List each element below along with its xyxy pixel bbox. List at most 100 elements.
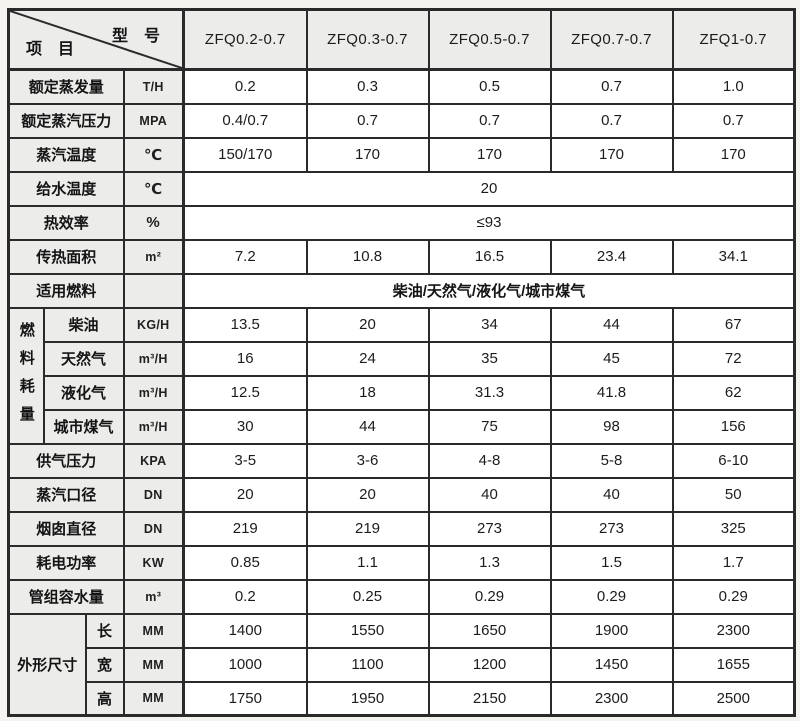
value-cell: 0.2 [182, 578, 308, 615]
value-cell: 1400 [182, 612, 308, 649]
dim-name: 高 [84, 680, 125, 717]
value-cell: 0.7 [549, 68, 674, 105]
value-cell: 1655 [671, 646, 796, 683]
value-cell: 44 [305, 408, 430, 445]
row-unit [122, 272, 185, 309]
row-unit: MM [122, 612, 185, 649]
corner-item-label: 项 目 [26, 41, 75, 58]
row-label: 额定蒸汽压力 [7, 102, 125, 139]
value-cell: 3-5 [182, 442, 308, 479]
spec-row: 蒸汽口径 DN 20 20 40 40 50 [7, 476, 796, 513]
value-cell: 5-8 [549, 442, 674, 479]
value-cell: 273 [427, 510, 552, 547]
spec-row: 供气压力 KPA 3-5 3-6 4-8 5-8 6-10 [7, 442, 796, 479]
value-cell: 1900 [549, 612, 674, 649]
merged-value-cell: 20 [182, 170, 796, 207]
spec-row: 热效率 % ≤93 [7, 204, 796, 241]
row-label: 烟囱直径 [7, 510, 125, 547]
row-unit: MM [122, 680, 185, 717]
spec-row: 天然气 m³/H 16 24 35 45 72 [9, 340, 796, 377]
spec-row: 宽 MM 1000 1100 1200 1450 1655 [9, 646, 796, 683]
row-label: 管组容水量 [7, 578, 125, 615]
value-cell: 40 [427, 476, 552, 513]
value-cell: 0.29 [671, 578, 796, 615]
spec-row: 外形尺寸 长 MM 1400 1550 1650 1900 2300 [7, 612, 796, 717]
value-cell: 45 [549, 340, 674, 377]
value-cell: 1100 [305, 646, 430, 683]
value-cell: 219 [305, 510, 430, 547]
row-unit: m³/H [122, 374, 185, 411]
row-label: 适用燃料 [7, 272, 125, 309]
value-cell: 40 [549, 476, 674, 513]
value-cell: 3-6 [305, 442, 430, 479]
row-unit: KW [122, 544, 185, 581]
spec-row: 液化气 m³/H 12.5 18 31.3 41.8 62 [9, 374, 796, 411]
spec-row: 额定蒸汽压力 MPA 0.4/0.7 0.7 0.7 0.7 0.7 [7, 102, 796, 139]
fuel-name: 城市煤气 [42, 408, 125, 445]
value-cell: 20 [182, 476, 308, 513]
value-cell: 1.1 [305, 544, 430, 581]
row-unit: KPA [122, 442, 185, 479]
spec-row: 给水温度 ℃ 20 [7, 170, 796, 207]
value-cell: 1450 [549, 646, 674, 683]
value-cell: 23.4 [549, 238, 674, 275]
row-unit: % [122, 204, 185, 241]
value-cell: 20 [305, 476, 430, 513]
corner-model-label: 型 号 [111, 28, 160, 45]
value-cell: 0.85 [182, 544, 308, 581]
value-cell: 24 [305, 340, 430, 377]
value-cell: 156 [671, 408, 796, 445]
value-cell: 0.7 [671, 102, 796, 139]
spec-row: 适用燃料 柴油/天然气/液化气/城市煤气 [7, 272, 796, 309]
header-row: 型 号 项 目 ZFQ0.2-0.7 ZFQ0.3-0.7 ZFQ0.5-0.7… [7, 8, 796, 71]
diagonal-divider-line [10, 11, 182, 68]
spec-row: 耗电功率 KW 0.85 1.1 1.3 1.5 1.7 [7, 544, 796, 581]
value-cell: 0.29 [427, 578, 552, 615]
value-cell: 0.7 [427, 102, 552, 139]
row-unit: m³/H [122, 408, 185, 445]
value-cell: 35 [427, 340, 552, 377]
model-header: ZFQ0.7-0.7 [549, 8, 674, 71]
row-label: 耗电功率 [7, 544, 125, 581]
fuel-name: 柴油 [42, 306, 125, 343]
value-cell: 41.8 [549, 374, 674, 411]
dim-name: 宽 [84, 646, 125, 683]
row-unit: MM [122, 646, 185, 683]
corner-cell: 型 号 项 目 [7, 8, 185, 71]
value-cell: 18 [305, 374, 430, 411]
value-cell: 16 [182, 340, 308, 377]
value-cell: 0.5 [427, 68, 552, 105]
fuel-name: 液化气 [42, 374, 125, 411]
row-unit: DN [122, 476, 185, 513]
value-cell: 1750 [182, 680, 308, 717]
row-unit: KG/H [122, 306, 185, 343]
value-cell: 2300 [549, 680, 674, 717]
value-cell: 1.5 [549, 544, 674, 581]
value-cell: 62 [671, 374, 796, 411]
merged-value-cell: 柴油/天然气/液化气/城市煤气 [182, 272, 796, 309]
value-cell: 2150 [427, 680, 552, 717]
value-cell: 150/170 [182, 136, 308, 173]
value-cell: 170 [305, 136, 430, 173]
value-cell: 325 [671, 510, 796, 547]
model-header: ZFQ1-0.7 [671, 8, 796, 71]
value-cell: 10.8 [305, 238, 430, 275]
value-cell: 7.2 [182, 238, 308, 275]
value-cell: 1950 [305, 680, 430, 717]
dim-name: 长 [84, 612, 125, 649]
merged-value-cell: ≤93 [182, 204, 796, 241]
row-label: 蒸汽口径 [7, 476, 125, 513]
spec-row: 烟囱直径 DN 219 219 273 273 325 [7, 510, 796, 547]
value-cell: 2500 [671, 680, 796, 717]
value-cell: 1200 [427, 646, 552, 683]
value-cell: 1650 [427, 612, 552, 649]
row-label: 额定蒸发量 [7, 68, 125, 105]
value-cell: 0.2 [182, 68, 308, 105]
row-label: 供气压力 [7, 442, 125, 479]
row-label: 传热面积 [7, 238, 125, 275]
spec-row: 传热面积 m² 7.2 10.8 16.5 23.4 34.1 [7, 238, 796, 275]
row-label: 热效率 [7, 204, 125, 241]
value-cell: 0.7 [305, 102, 430, 139]
value-cell: 20 [305, 306, 430, 343]
value-cell: 72 [671, 340, 796, 377]
